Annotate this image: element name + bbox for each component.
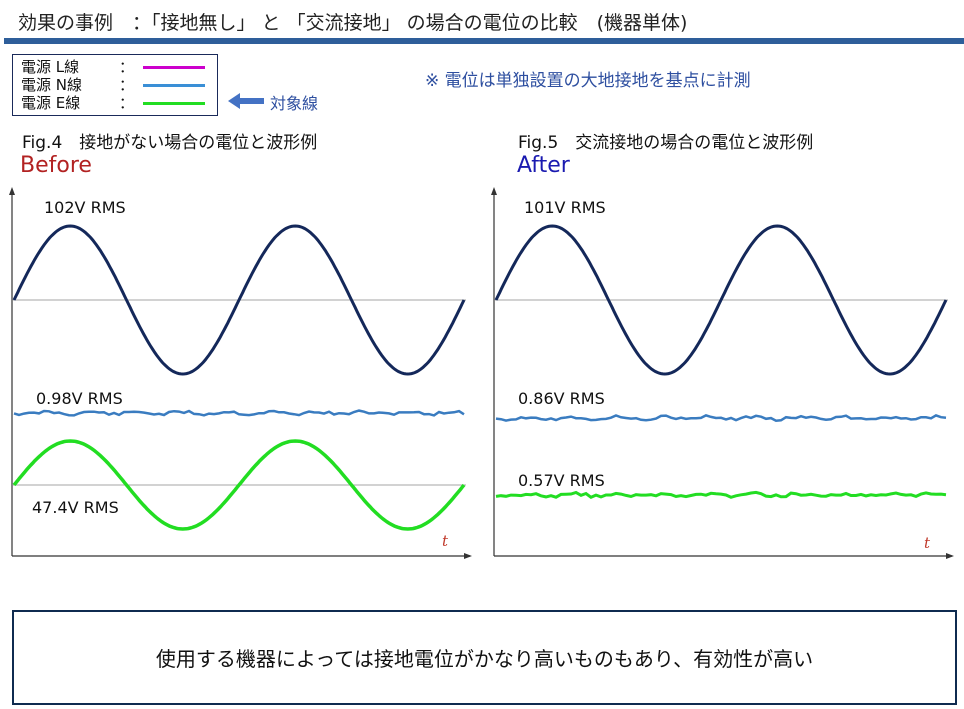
figure-after [491,187,954,559]
legend-swatch-l [143,66,205,69]
conclusion-box: 使用する機器によっては接地電位がかなり高いものもあり、有効性が高い [12,610,957,705]
fig5-title: Fig.5 交流接地の場合の電位と波形例 [518,133,814,153]
n-line-waveform [13,409,465,417]
legend-colon-n: ： [119,76,135,94]
target-line-label: 対象線 [270,94,319,113]
page-title: 効果の事例 ：「接地無し」 と 「交流接地」 の場合の電位の比較 (機器単体) [18,12,688,34]
y-axis-arrowhead [9,187,15,195]
l-line-waveform [494,224,948,376]
fig4-state-before: Before [20,153,92,178]
measurement-note: ※ 電位は単独設置の大地接地を基点に計測 [425,71,751,91]
e-line-waveform [12,439,466,531]
conclusion-text: 使用する機器によっては接地電位がかなり高いものもあり、有効性が高い [155,647,814,671]
fig5-time-axis-label: t [924,534,931,552]
legend-box: 電源 L線 ： 電源 N線 ： 電源 E線 ： [12,54,218,116]
l-line-waveform [12,224,466,376]
title-divider [4,38,964,44]
fig5-state-after: After [517,153,570,178]
e-line-waveform [495,490,947,500]
fig4-time-axis-label: t [442,532,449,550]
legend-label-n: 電源 N線 [21,76,82,94]
fig4-l-rms: 102V RMS [44,198,126,217]
fig5-n-rms: 0.86V RMS [518,389,605,408]
figure-before [9,187,472,559]
legend-colon-e: ： [119,94,135,112]
y-axis-arrowhead [491,187,497,195]
fig5-l-rms: 101V RMS [524,198,606,217]
x-axis-arrowhead [464,553,472,559]
legend-swatch-n [143,84,205,87]
n-line-waveform [495,414,947,422]
legend-swatch-e [143,102,205,105]
fig4-title: Fig.4 接地がない場合の電位と波形例 [22,133,318,153]
x-axis-arrowhead [946,553,954,559]
fig5-e-rms: 0.57V RMS [518,471,605,490]
left-arrow-icon [228,93,264,109]
fig4-n-rms: 0.98V RMS [36,389,123,408]
fig4-e-rms: 47.4V RMS [32,498,119,517]
legend-label-l: 電源 L線 [21,58,80,76]
legend-colon-l: ： [119,58,135,76]
legend-label-e: 電源 E線 [21,94,81,112]
target-arrow [228,93,264,109]
